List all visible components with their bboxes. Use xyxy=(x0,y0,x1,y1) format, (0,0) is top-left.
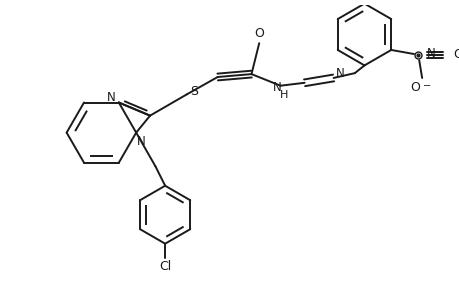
Text: S: S xyxy=(190,85,198,98)
Text: N: N xyxy=(273,81,281,94)
Text: H: H xyxy=(280,90,288,100)
Text: N: N xyxy=(106,91,115,104)
Text: O: O xyxy=(409,81,420,94)
Text: O: O xyxy=(254,27,263,40)
Text: −: − xyxy=(422,81,430,91)
Text: O: O xyxy=(452,48,459,61)
Text: N: N xyxy=(335,67,344,80)
Text: Cl: Cl xyxy=(159,260,171,273)
Text: N: N xyxy=(136,135,145,148)
Text: N: N xyxy=(426,47,435,60)
